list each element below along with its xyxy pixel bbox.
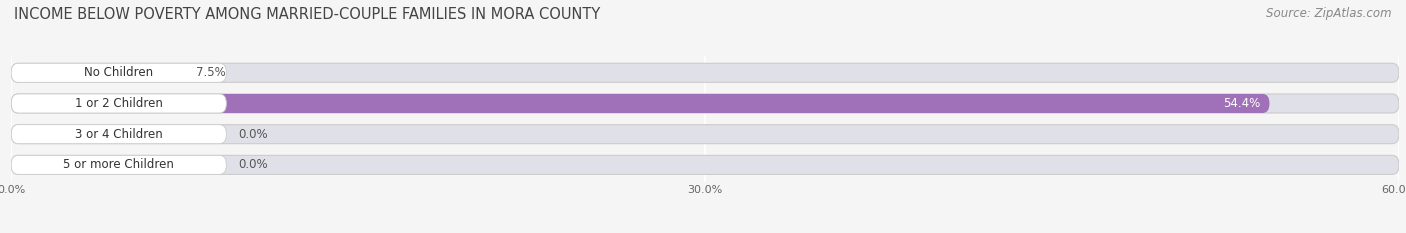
FancyBboxPatch shape xyxy=(11,94,226,113)
Text: 1 or 2 Children: 1 or 2 Children xyxy=(75,97,163,110)
Text: 5 or more Children: 5 or more Children xyxy=(63,158,174,171)
Text: No Children: No Children xyxy=(84,66,153,79)
Text: 0.0%: 0.0% xyxy=(238,158,267,171)
Text: 3 or 4 Children: 3 or 4 Children xyxy=(75,128,163,141)
FancyBboxPatch shape xyxy=(11,94,1399,113)
FancyBboxPatch shape xyxy=(11,125,1399,144)
FancyBboxPatch shape xyxy=(11,155,1399,174)
Text: 54.4%: 54.4% xyxy=(1223,97,1260,110)
Text: 0.0%: 0.0% xyxy=(238,128,267,141)
FancyBboxPatch shape xyxy=(11,63,226,82)
Text: INCOME BELOW POVERTY AMONG MARRIED-COUPLE FAMILIES IN MORA COUNTY: INCOME BELOW POVERTY AMONG MARRIED-COUPL… xyxy=(14,7,600,22)
Text: 7.5%: 7.5% xyxy=(197,66,226,79)
FancyBboxPatch shape xyxy=(11,125,226,144)
FancyBboxPatch shape xyxy=(11,155,226,174)
Text: Source: ZipAtlas.com: Source: ZipAtlas.com xyxy=(1267,7,1392,20)
FancyBboxPatch shape xyxy=(11,63,184,82)
FancyBboxPatch shape xyxy=(11,63,1399,82)
FancyBboxPatch shape xyxy=(11,94,1270,113)
